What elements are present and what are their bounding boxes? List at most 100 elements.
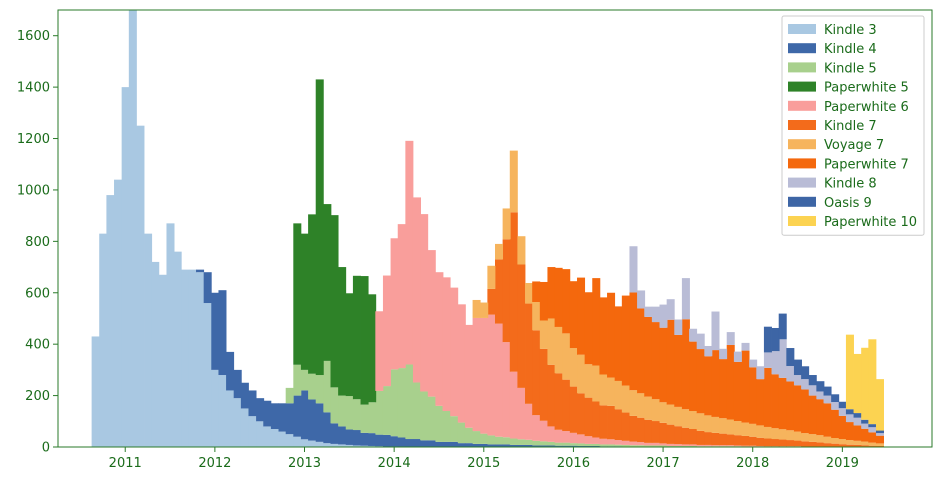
- bar-segment: [838, 444, 847, 447]
- bar-segment: [517, 387, 526, 440]
- bar-segment: [666, 424, 675, 444]
- bar-segment: [480, 302, 489, 318]
- bar-segment: [823, 403, 832, 437]
- x-tick-label: 2011: [109, 456, 142, 471]
- bar-segment: [868, 432, 877, 443]
- bar-segment: [681, 444, 690, 446]
- bar-segment: [352, 399, 361, 431]
- bar-segment: [106, 195, 115, 447]
- bar-segment: [644, 316, 653, 397]
- bar-segment: [532, 445, 541, 447]
- bar-segment: [651, 445, 660, 447]
- bar-segment: [763, 426, 772, 439]
- bar-segment: [778, 339, 787, 378]
- bar-segment: [382, 386, 391, 435]
- bar-segment: [868, 424, 877, 428]
- bar-segment: [659, 443, 668, 446]
- bar-segment: [756, 366, 765, 380]
- bar-segment: [397, 368, 406, 438]
- bar-segment: [308, 214, 317, 374]
- bar-segment: [823, 386, 832, 396]
- bar-segment: [352, 430, 361, 446]
- legend-swatch: [788, 216, 816, 226]
- bar-segment: [233, 398, 242, 447]
- bar-segment: [240, 408, 249, 447]
- bar-segment: [771, 351, 780, 375]
- bar-segment: [547, 441, 556, 446]
- bar-segment: [868, 427, 877, 433]
- legend-entry-label: Kindle 5: [824, 61, 877, 76]
- bar-segment: [450, 441, 459, 447]
- y-tick-label: 400: [25, 338, 50, 353]
- bar-segment: [577, 445, 586, 447]
- bar-segment: [487, 288, 496, 315]
- bar-segment: [256, 421, 265, 447]
- bar-segment: [749, 423, 758, 437]
- bar-segment: [741, 350, 750, 423]
- bar-segment: [420, 391, 429, 441]
- bar-segment: [733, 445, 742, 447]
- bar-segment: [763, 446, 772, 447]
- bar-segment: [382, 275, 391, 387]
- legend-entry-label: Kindle 4: [824, 42, 877, 57]
- bar-segment: [427, 250, 436, 397]
- bar-segment: [539, 445, 548, 447]
- bar-segment: [270, 429, 279, 447]
- bar-segment: [308, 399, 317, 441]
- bar-segment: [323, 204, 332, 361]
- bar-segment: [607, 405, 616, 440]
- bar-segment: [659, 304, 668, 328]
- bar-segment: [226, 390, 235, 447]
- bar-segment: [637, 290, 646, 309]
- bar-segment: [704, 415, 713, 433]
- bar-segment: [629, 441, 638, 446]
- x-tick-label: 2016: [557, 456, 590, 471]
- bar-segment: [420, 440, 429, 447]
- bar-segment: [599, 297, 608, 375]
- legend-entry-label: Oasis 9: [824, 196, 872, 211]
- bar-segment: [845, 334, 854, 410]
- y-tick-label: 0: [42, 441, 50, 456]
- bar-segment: [861, 428, 870, 442]
- bar-segment: [121, 87, 130, 448]
- bar-segment: [203, 303, 212, 447]
- bar-segment: [263, 426, 272, 447]
- bar-segment: [300, 369, 309, 391]
- bar-segment: [629, 246, 638, 293]
- bar-segment: [711, 446, 720, 447]
- bar-segment: [875, 435, 884, 444]
- bar-segment: [584, 443, 593, 446]
- legend-entry-label: Paperwhite 6: [824, 100, 909, 115]
- bar-segment: [763, 352, 772, 368]
- bar-segment: [562, 269, 571, 334]
- bar-segment: [793, 359, 802, 376]
- bar-segment: [368, 294, 377, 403]
- bar-segment: [562, 442, 571, 446]
- bar-segment: [801, 379, 810, 390]
- series-kindle-3: [91, 10, 436, 448]
- bar-segment: [749, 436, 758, 446]
- bar-segment: [293, 364, 302, 396]
- bar-segment: [554, 442, 563, 446]
- bar-segment: [412, 197, 421, 383]
- bar-segment: [786, 366, 795, 382]
- bar-segment: [771, 327, 780, 352]
- bar-segment: [285, 387, 294, 404]
- bar-segment: [592, 401, 601, 438]
- bar-segment: [808, 385, 817, 396]
- bar-segment: [726, 332, 735, 345]
- bar-segment: [808, 434, 817, 442]
- bar-segment: [726, 445, 735, 447]
- bar-segment: [584, 292, 593, 365]
- bar-segment: [704, 446, 713, 447]
- bar-segment: [517, 264, 526, 388]
- bar-segment: [464, 427, 473, 444]
- bar-segment: [360, 276, 369, 405]
- bar-segment: [749, 359, 758, 368]
- bar-segment: [778, 439, 787, 447]
- bar-segment: [375, 311, 384, 391]
- bar-segment: [853, 440, 862, 445]
- bar-segment: [733, 446, 742, 447]
- bar-segment: [592, 437, 601, 444]
